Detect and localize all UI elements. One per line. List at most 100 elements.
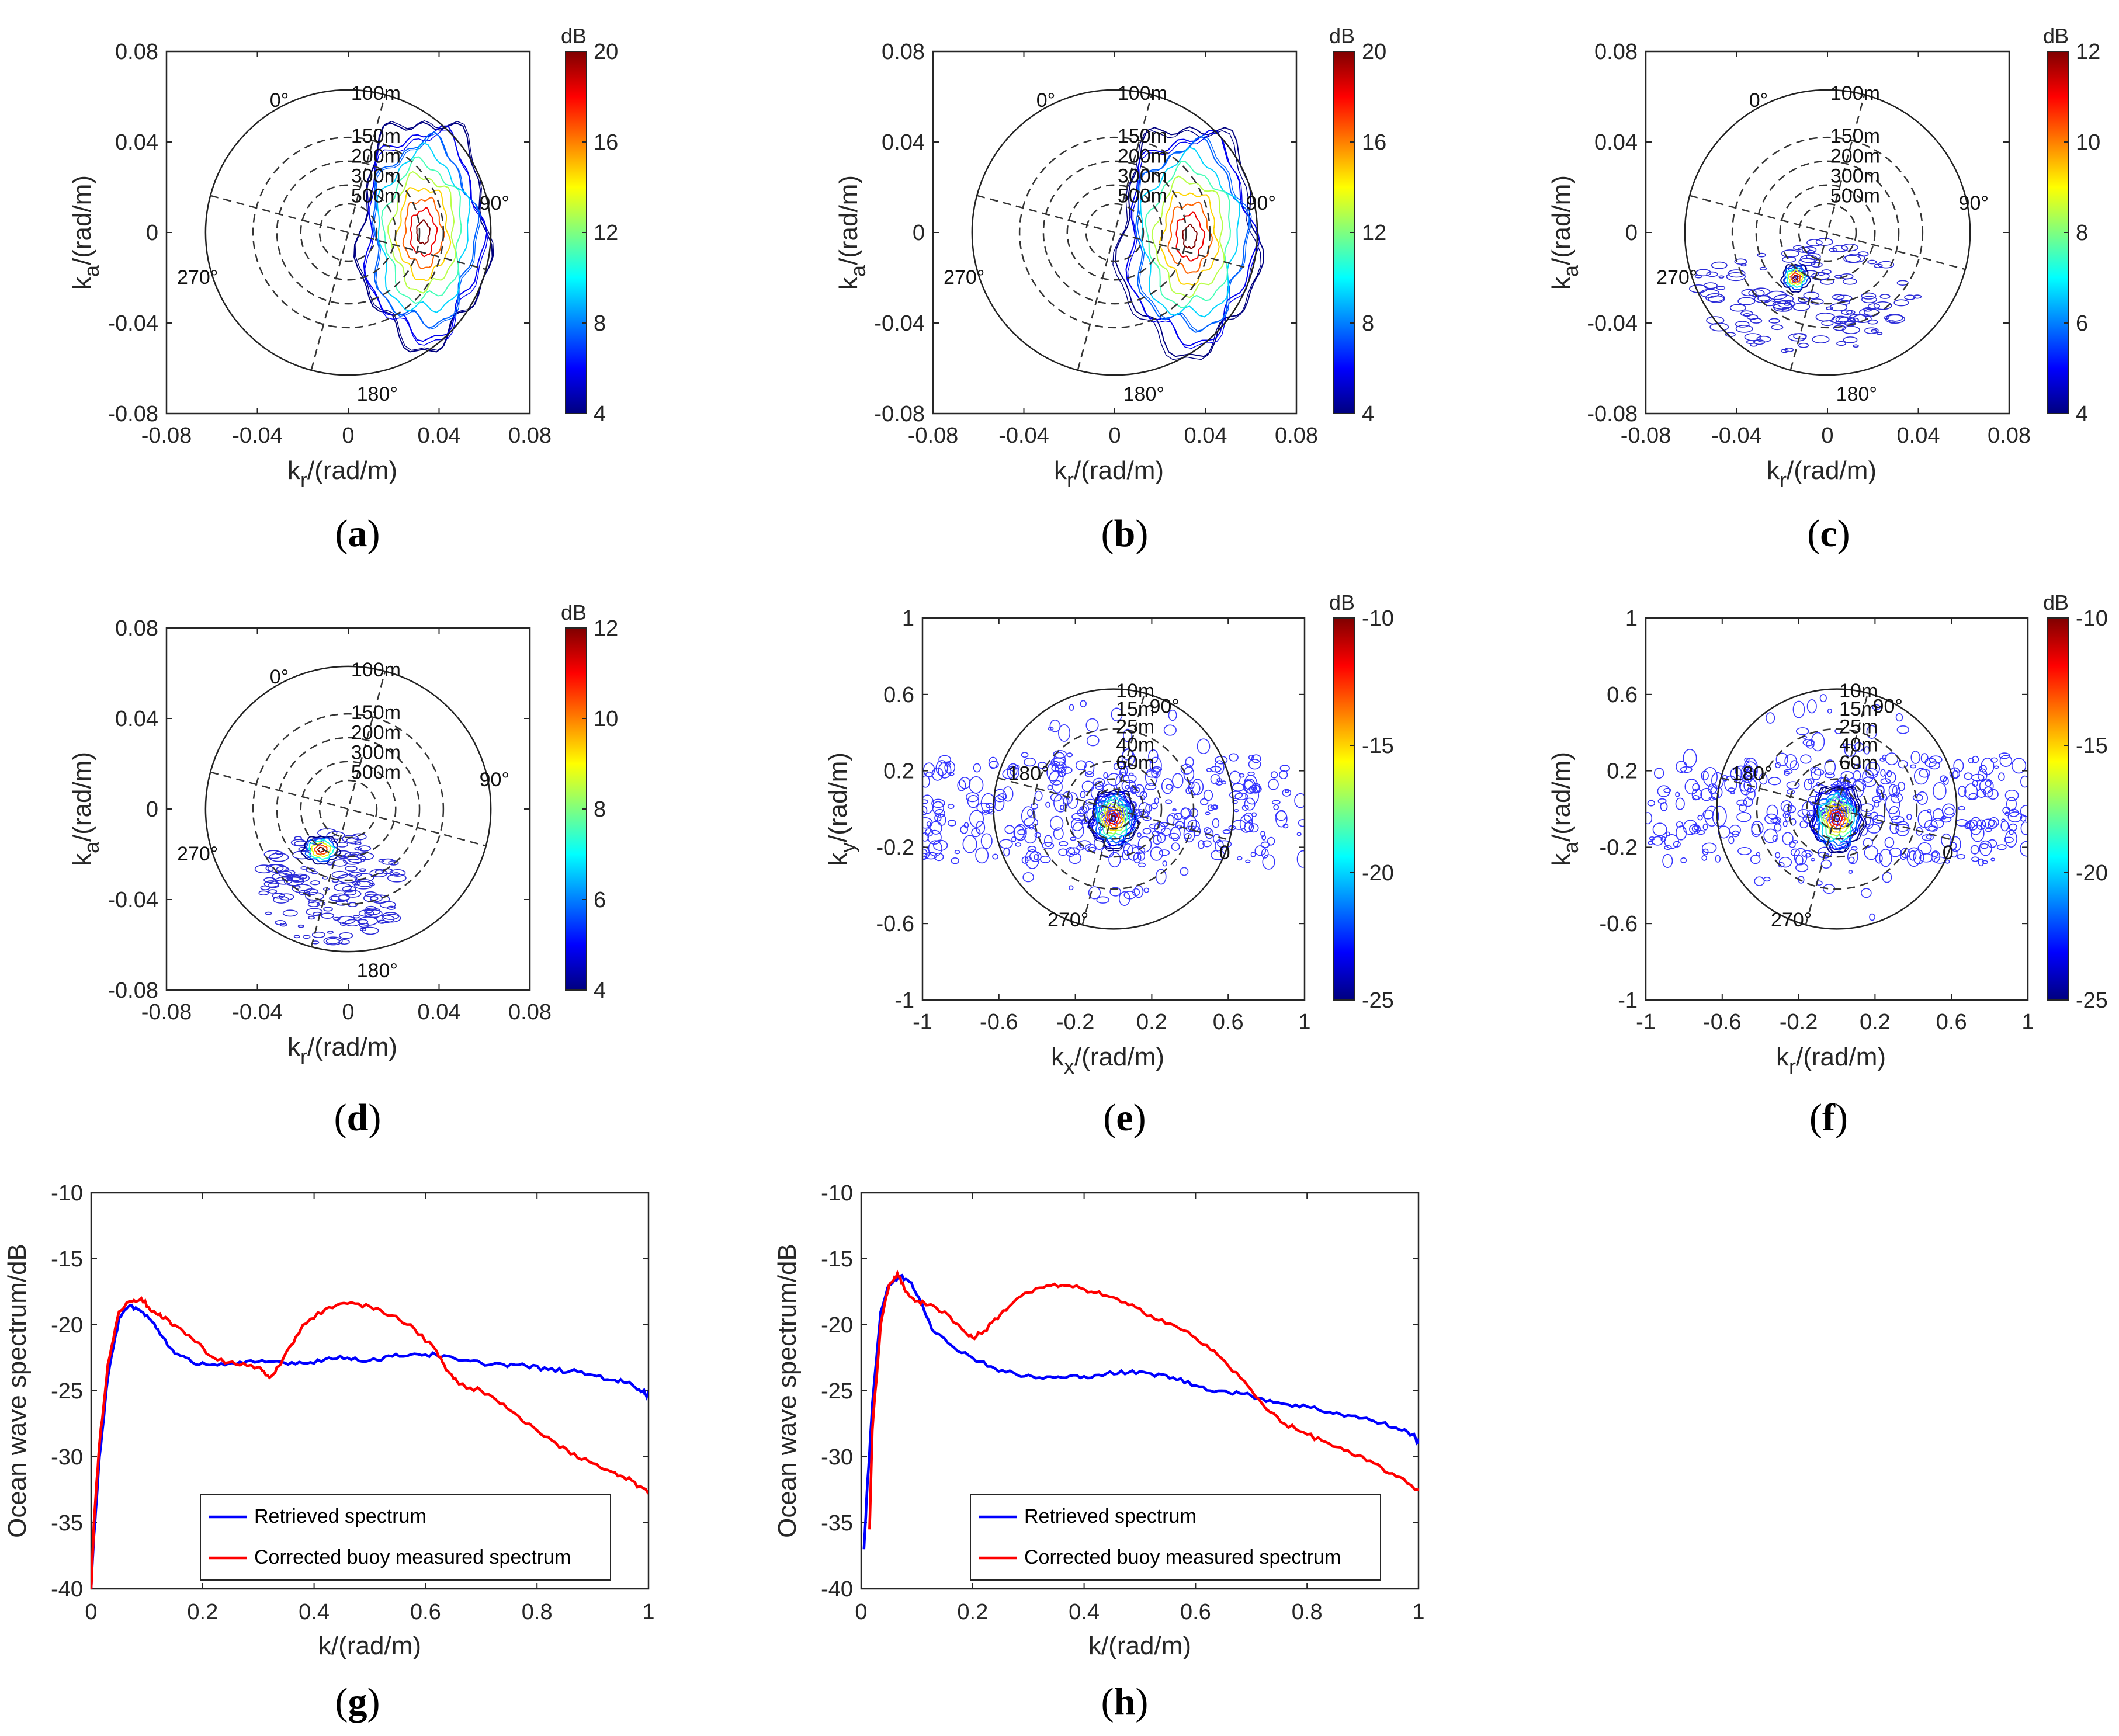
- polar-ring: [1085, 203, 1145, 262]
- spread-contour: [1740, 310, 1753, 317]
- ring-label: 200m: [351, 721, 401, 744]
- noise-contour: [1824, 772, 1835, 779]
- y-tick-label: -0.04: [107, 888, 158, 912]
- y-tick-label: -0.04: [874, 311, 925, 336]
- spread-contour: [329, 895, 340, 901]
- noise-contour: [1740, 764, 1754, 783]
- x-tick-label: -0.6: [980, 1010, 1018, 1034]
- noise-contour: [1023, 827, 1038, 844]
- colorbar-tick-label: 4: [594, 402, 606, 426]
- noise-contour: [1763, 876, 1771, 882]
- noise-contour: [1972, 779, 1978, 787]
- spread-contour: [1801, 246, 1817, 254]
- noise-contour: [1987, 839, 1997, 848]
- noise-contour: [1047, 784, 1053, 791]
- noise-contour: [1211, 804, 1219, 810]
- spread-contour: [1834, 275, 1843, 279]
- noise-contour: [1086, 735, 1100, 747]
- ring-label: 100m: [1830, 82, 1880, 105]
- spread-contour: [1841, 325, 1860, 334]
- noise-contour: [1066, 752, 1073, 758]
- spread-contour: [1798, 342, 1809, 348]
- noise-contour: [1248, 823, 1259, 833]
- polar-ring: [1816, 788, 1858, 830]
- noise-contour: [1892, 785, 1901, 796]
- noise-contour: [1802, 739, 1815, 747]
- spread-contour: [359, 868, 366, 872]
- contour-level: [1831, 811, 1843, 827]
- noise-contour: [1768, 777, 1781, 786]
- x-axis-label: k/(rad/m): [318, 1631, 421, 1660]
- noise-contour: [922, 775, 930, 788]
- x-tick-label: 0.08: [1275, 423, 1318, 448]
- noise-contour: [1970, 845, 1979, 855]
- noise-contour: [957, 779, 966, 791]
- spread-contour: [345, 865, 358, 872]
- noise-contour: [1172, 808, 1177, 811]
- noise-contour: [1660, 802, 1668, 811]
- polar-ring: [1064, 760, 1163, 858]
- noise-contour: [1697, 815, 1703, 821]
- x-tick-label: -1: [1636, 1010, 1656, 1034]
- noise-contour: [1212, 818, 1220, 828]
- noise-contour: [1739, 777, 1750, 792]
- noise-contour: [1034, 790, 1043, 801]
- noise-contour: [1958, 805, 1966, 811]
- contour-level: [1822, 800, 1850, 836]
- spread-contour: [377, 919, 386, 924]
- noise-contour: [1910, 751, 1920, 764]
- colorbar-tick-label: -15: [2076, 734, 2108, 758]
- noise-contour: [1701, 770, 1709, 781]
- noise-contour: [1827, 708, 1832, 714]
- noise-contour: [1999, 752, 2010, 759]
- noise-contour: [2004, 789, 2019, 801]
- noise-contour: [1664, 845, 1672, 850]
- noise-contour: [1872, 704, 1881, 710]
- contour-level: [317, 846, 325, 853]
- spread-contour: [306, 867, 316, 873]
- spread-contour: [305, 892, 324, 901]
- contour-level: [311, 841, 331, 857]
- noise-contour: [1162, 860, 1167, 867]
- noise-contour: [1268, 779, 1279, 790]
- polar-spoke: [210, 771, 487, 847]
- contour-level: [402, 196, 445, 270]
- contour-level: [410, 207, 438, 258]
- angle-label: 180°: [1836, 383, 1877, 405]
- colorbar-tick-label: -20: [2076, 861, 2108, 886]
- noise-contour: [1210, 766, 1222, 773]
- contour-level: [1151, 175, 1225, 298]
- y-tick-label: 1: [902, 606, 914, 631]
- noise-contour: [971, 828, 981, 838]
- y-tick-label: -40: [821, 1577, 853, 1602]
- x-tick-label: 0.04: [418, 423, 461, 448]
- noise-contour: [922, 805, 928, 815]
- panel-label-paren: (: [335, 1681, 348, 1723]
- angle-label: 90°: [1959, 192, 1989, 214]
- polar-outer-ring: [204, 665, 492, 953]
- polar-outer-ring: [971, 89, 1258, 376]
- y-tick-label: 0.04: [115, 707, 158, 731]
- y-tick-label: -0.08: [874, 402, 925, 426]
- spread-contour: [1873, 301, 1892, 310]
- noise-contour: [1017, 829, 1026, 835]
- spread-contour: [362, 926, 379, 935]
- colorbar-tick-label: 12: [1362, 221, 1386, 245]
- ring-label: 500m: [351, 185, 401, 207]
- spread-contour: [292, 850, 312, 860]
- noise-contour: [2000, 820, 2009, 832]
- ring-label: 300m: [1118, 165, 1167, 188]
- noise-contour: [1940, 775, 1947, 782]
- noise-contour: [1260, 841, 1270, 848]
- noise-contour: [1900, 848, 1910, 859]
- spread-contour: [1904, 294, 1916, 300]
- noise-contour: [1151, 767, 1161, 779]
- y-tick-label: -40: [51, 1577, 83, 1602]
- contour-level: [1792, 275, 1799, 281]
- contour-level: [1175, 211, 1206, 262]
- y-tick-label: -30: [821, 1445, 853, 1470]
- polar-outer-ring: [1684, 89, 1971, 376]
- spread-contour: [321, 912, 334, 919]
- colorbar-tick-label: 8: [1362, 311, 1374, 336]
